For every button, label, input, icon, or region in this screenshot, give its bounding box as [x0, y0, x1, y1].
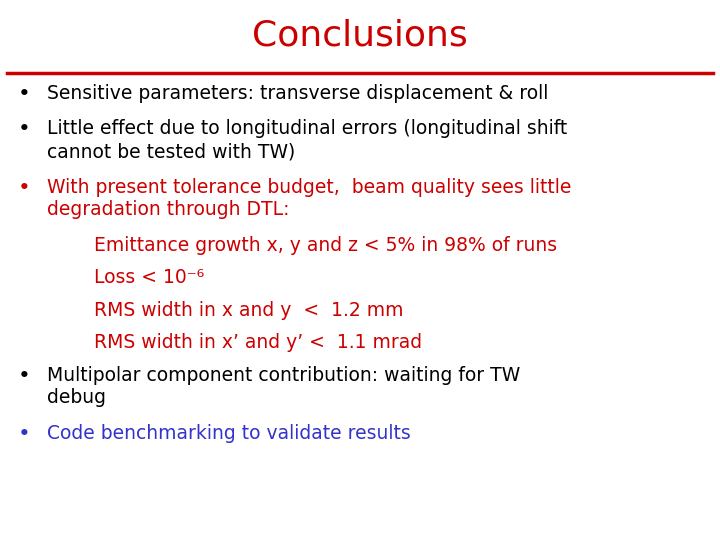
- Text: With present tolerance budget,  beam quality sees little
degradation through DTL: With present tolerance budget, beam qual…: [47, 178, 571, 219]
- Text: RMS width in x’ and y’ <  1.1 mrad: RMS width in x’ and y’ < 1.1 mrad: [94, 333, 422, 352]
- Text: •: •: [18, 178, 31, 198]
- Text: •: •: [18, 424, 31, 444]
- Text: •: •: [18, 119, 31, 139]
- Text: RMS width in x and y  <  1.2 mm: RMS width in x and y < 1.2 mm: [94, 301, 403, 320]
- Text: •: •: [18, 366, 31, 386]
- Text: Code benchmarking to validate results: Code benchmarking to validate results: [47, 424, 410, 443]
- Text: Conclusions: Conclusions: [252, 19, 468, 53]
- Text: Little effect due to longitudinal errors (longitudinal shift
cannot be tested wi: Little effect due to longitudinal errors…: [47, 119, 567, 161]
- Text: Multipolar component contribution: waiting for TW
debug: Multipolar component contribution: waiti…: [47, 366, 520, 407]
- Text: Sensitive parameters: transverse displacement & roll: Sensitive parameters: transverse displac…: [47, 84, 548, 103]
- Text: •: •: [18, 84, 31, 104]
- Text: Loss < 10⁻⁶: Loss < 10⁻⁶: [94, 268, 204, 287]
- Text: Emittance growth x, y and z < 5% in 98% of runs: Emittance growth x, y and z < 5% in 98% …: [94, 236, 557, 255]
